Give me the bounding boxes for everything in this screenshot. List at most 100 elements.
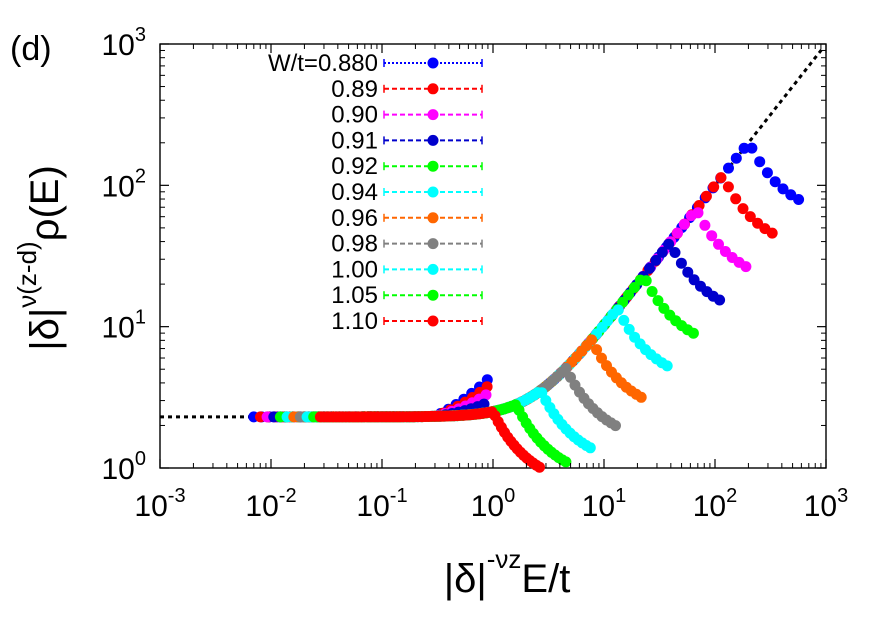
data-point <box>560 362 572 374</box>
data-point <box>708 181 720 193</box>
data-point <box>612 304 624 316</box>
x-tick-base: 10 <box>245 490 278 523</box>
y-tick-base: 10 <box>102 312 135 345</box>
data-point <box>730 152 742 164</box>
data-point <box>584 442 596 454</box>
data-point <box>478 398 490 410</box>
x-tick-base: 10 <box>134 490 167 523</box>
data-point <box>777 183 789 195</box>
data-point <box>738 142 750 154</box>
data-point <box>591 344 603 356</box>
data-point <box>623 289 634 301</box>
data-point <box>678 218 690 230</box>
data-point <box>623 323 635 335</box>
data-point <box>687 327 699 339</box>
legend-marker <box>427 186 439 198</box>
legend-label: 0.92 <box>331 153 378 180</box>
data-point <box>692 207 704 219</box>
x-tick-label: 10-3 <box>134 485 185 523</box>
y-axis-label-main: |δ| <box>23 308 67 351</box>
data-point <box>754 156 766 168</box>
x-tick-exp: -2 <box>279 485 297 507</box>
data-point <box>682 266 694 278</box>
data-point <box>766 227 778 239</box>
legend-label: W/t=0.880 <box>268 50 378 77</box>
data-point <box>761 167 773 179</box>
legend-label: 0.90 <box>331 102 378 129</box>
legend-label: 0.89 <box>331 76 378 103</box>
data-point <box>715 172 727 184</box>
data-point <box>737 203 749 215</box>
legend-label: 1.05 <box>331 282 378 309</box>
legend-marker <box>427 315 439 327</box>
panel-label: (d) <box>10 30 52 68</box>
legend-marker <box>427 109 439 121</box>
data-point <box>699 219 711 231</box>
legend-label: 0.98 <box>331 231 378 258</box>
x-tick-label: 102 <box>693 485 738 523</box>
y-tick-base: 10 <box>102 29 135 62</box>
y-tick-label: 103 <box>102 24 147 62</box>
data-point <box>713 238 724 250</box>
data-point <box>740 261 752 273</box>
data-point <box>793 194 805 205</box>
legend-marker <box>427 83 439 95</box>
x-tick-base: 10 <box>356 490 389 523</box>
x-axis-label-main: |δ| <box>444 557 487 601</box>
x-tick-exp: 0 <box>504 485 515 507</box>
x-axis-label: |δ|-νzE/t <box>444 544 571 601</box>
legend-label: 0.91 <box>331 127 378 154</box>
x-tick-label: 100 <box>471 485 516 523</box>
data-point <box>669 247 681 258</box>
legend-marker <box>427 57 439 69</box>
y-tick-base: 10 <box>102 170 135 203</box>
scaling-curve <box>160 46 825 419</box>
data-point <box>730 193 742 205</box>
data-points-group <box>248 142 805 473</box>
legend-marker <box>427 289 439 301</box>
scaling-curve-group <box>160 46 825 419</box>
x-tick-base: 10 <box>804 490 837 523</box>
data-point <box>586 334 598 346</box>
data-point <box>706 230 718 242</box>
data-point <box>628 282 640 293</box>
y-tick-label: 102 <box>102 165 147 203</box>
y-tick-exp: 3 <box>135 24 146 46</box>
data-point <box>723 162 734 174</box>
y-axis-label: |δ|ν(z-d)ρ(E) <box>12 165 67 351</box>
legend-marker <box>427 238 439 250</box>
x-axis-label-sup: -νz <box>487 544 522 574</box>
data-point <box>746 142 758 154</box>
x-tick-base: 10 <box>693 490 726 523</box>
series-10 <box>314 406 545 473</box>
data-point <box>640 275 652 287</box>
data-point <box>646 286 658 297</box>
x-tick-label: 103 <box>804 485 849 523</box>
x-tick-label: 101 <box>582 485 627 523</box>
legend-marker <box>427 134 439 146</box>
legend-label: 1.00 <box>331 256 378 283</box>
y-axis-label-sup: ν(z-d) <box>12 241 42 307</box>
legend-marker <box>427 212 439 224</box>
data-point <box>744 211 756 223</box>
x-tick-base: 10 <box>471 490 504 523</box>
data-point <box>644 262 655 274</box>
y-tick-exp: 0 <box>135 448 146 470</box>
y-tick-exp: 2 <box>135 165 146 187</box>
x-axis-label-tail: E/t <box>521 557 570 601</box>
x-tick-exp: 1 <box>615 485 626 507</box>
x-tick-exp: 3 <box>837 485 848 507</box>
data-point <box>652 295 664 307</box>
data-point <box>480 389 492 401</box>
data-point <box>722 181 734 193</box>
data-point <box>656 246 668 258</box>
legend-marker <box>427 160 439 172</box>
data-point <box>714 294 726 306</box>
data-point <box>661 360 673 372</box>
legend: W/t=0.8800.890.900.910.920.940.960.981.0… <box>268 50 483 335</box>
data-point <box>663 238 675 250</box>
y-tick-base: 10 <box>102 453 135 486</box>
y-axis-label-tail: ρ(E) <box>23 165 67 241</box>
